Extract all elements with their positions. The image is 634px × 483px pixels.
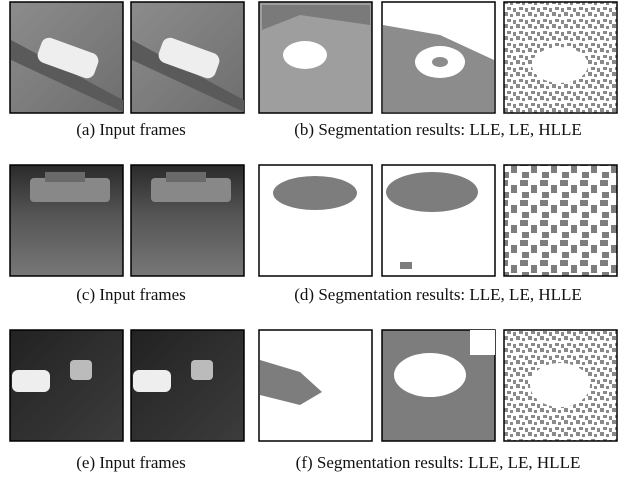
caption: (d) Segmentation results: LLE, LE, HLLE: [294, 285, 582, 305]
caption: (b) Segmentation results: LLE, LE, HLLE: [294, 120, 582, 140]
segmentation-hlle: [504, 2, 617, 113]
input-frame: [10, 165, 123, 276]
segmentation-lle: [259, 330, 372, 441]
input-frame: [10, 330, 123, 441]
caption: (f) Segmentation results: LLE, LE, HLLE: [296, 453, 581, 473]
input-frame: [131, 330, 244, 441]
caption: (a) Input frames: [76, 120, 186, 140]
segmentation-le: [382, 330, 495, 441]
figure: (a) Input frames (b) Segmentation result…: [0, 0, 634, 483]
segmentation-lle: [259, 2, 372, 113]
row-1-images: [10, 2, 617, 113]
segmentation-hlle: [504, 330, 617, 441]
row-2-images: [10, 165, 617, 276]
segmentation-lle: [259, 165, 372, 276]
caption: (e) Input frames: [76, 453, 186, 473]
segmentation-le: [382, 165, 495, 276]
segmentation-hlle: [504, 165, 617, 276]
row-3-images: [10, 330, 617, 441]
caption: (c) Input frames: [76, 285, 186, 305]
input-frame: [131, 2, 244, 113]
input-frame: [131, 165, 244, 276]
input-frame: [10, 2, 123, 113]
segmentation-le: [382, 2, 495, 113]
figure-images: [0, 0, 634, 483]
